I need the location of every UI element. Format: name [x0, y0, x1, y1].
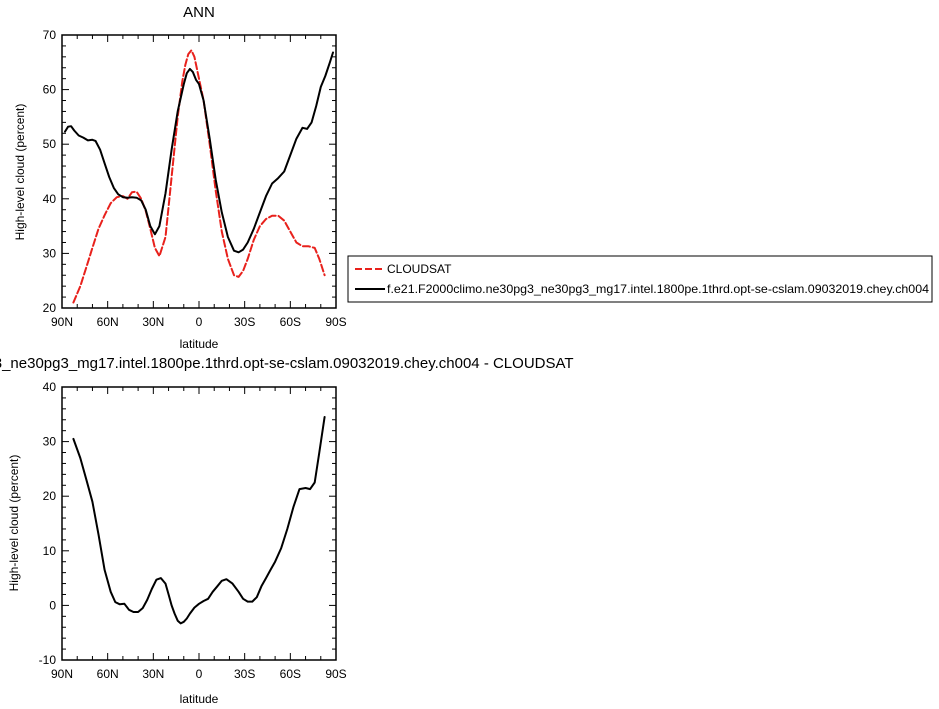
top-xtick-label: 90N: [51, 315, 73, 329]
top-axis-ticks: 90N 60N 30N 0 30S 60S 90S 20 30 40 50 60 70: [43, 28, 347, 329]
bottom-x-axis-label: latitude: [180, 692, 219, 706]
top-xtick-label: 60S: [280, 315, 301, 329]
top-series-line-1: [64, 51, 334, 254]
bottom-ytick-label: 30: [43, 435, 57, 449]
legend-label-model: f.e21.F2000climo.ne30pg3_ne30pg3_mg17.in…: [387, 282, 929, 296]
top-xtick-label: 0: [196, 315, 203, 329]
top-xtick-label: 90S: [325, 315, 346, 329]
bottom-xtick-label: 90N: [51, 667, 73, 681]
top-panel: ANN High-level cloud (percent) latitude …: [13, 4, 347, 351]
bottom-series-group: [72, 416, 326, 625]
bottom-xtick-label: 0: [196, 667, 203, 681]
bottom-ytick-label: 0: [49, 598, 56, 612]
bottom-xtick-label: 30S: [234, 667, 255, 681]
top-series-group: [64, 49, 334, 304]
top-x-axis-label: latitude: [180, 337, 219, 351]
top-series-line-0: [72, 49, 326, 304]
bottom-y-axis-label: High-level cloud (percent): [7, 455, 21, 592]
top-plot-frame: [61, 34, 337, 309]
bottom-xtick-label: 60S: [280, 667, 301, 681]
bottom-ytick-label: -10: [39, 653, 57, 667]
top-ytick-label: 70: [43, 28, 57, 42]
bottom-ytick-label: 20: [43, 489, 57, 503]
top-y-axis-label: High-level cloud (percent): [13, 104, 27, 241]
top-ytick-label: 50: [43, 137, 57, 151]
top-chart-title: ANN: [183, 4, 215, 21]
legend: CLOUDSAT f.e21.F2000climo.ne30pg3_ne30pg…: [347, 255, 933, 303]
top-ytick-label: 30: [43, 246, 57, 260]
bottom-series-line-0: [72, 416, 326, 625]
top-ytick-label: 20: [43, 301, 57, 315]
top-xtick-label: 60N: [97, 315, 119, 329]
bottom-ytick-label: 10: [43, 544, 57, 558]
bottom-panel: f.e21.F2000climo.ne30pg3_ne30pg3_mg17.in…: [0, 355, 574, 706]
bottom-axis-ticks: 90N 60N 30N 0 30S 60S 90S -10 0 10 20 30 40: [39, 380, 347, 681]
top-xtick-label: 30N: [142, 315, 164, 329]
bottom-plot-frame: [61, 386, 337, 661]
top-ytick-label: 40: [43, 192, 57, 206]
bottom-xtick-label: 60N: [97, 667, 119, 681]
bottom-ytick-label: 40: [43, 380, 57, 394]
bottom-chart-title: f.e21.F2000climo.ne30pg3_ne30pg3_mg17.in…: [0, 355, 574, 372]
bottom-xtick-label: 30N: [142, 667, 164, 681]
legend-box: [347, 255, 933, 303]
legend-label-cloudsat: CLOUDSAT: [387, 262, 452, 276]
top-ytick-label: 60: [43, 83, 57, 97]
top-xtick-label: 30S: [234, 315, 255, 329]
bottom-xtick-label: 90S: [325, 667, 346, 681]
